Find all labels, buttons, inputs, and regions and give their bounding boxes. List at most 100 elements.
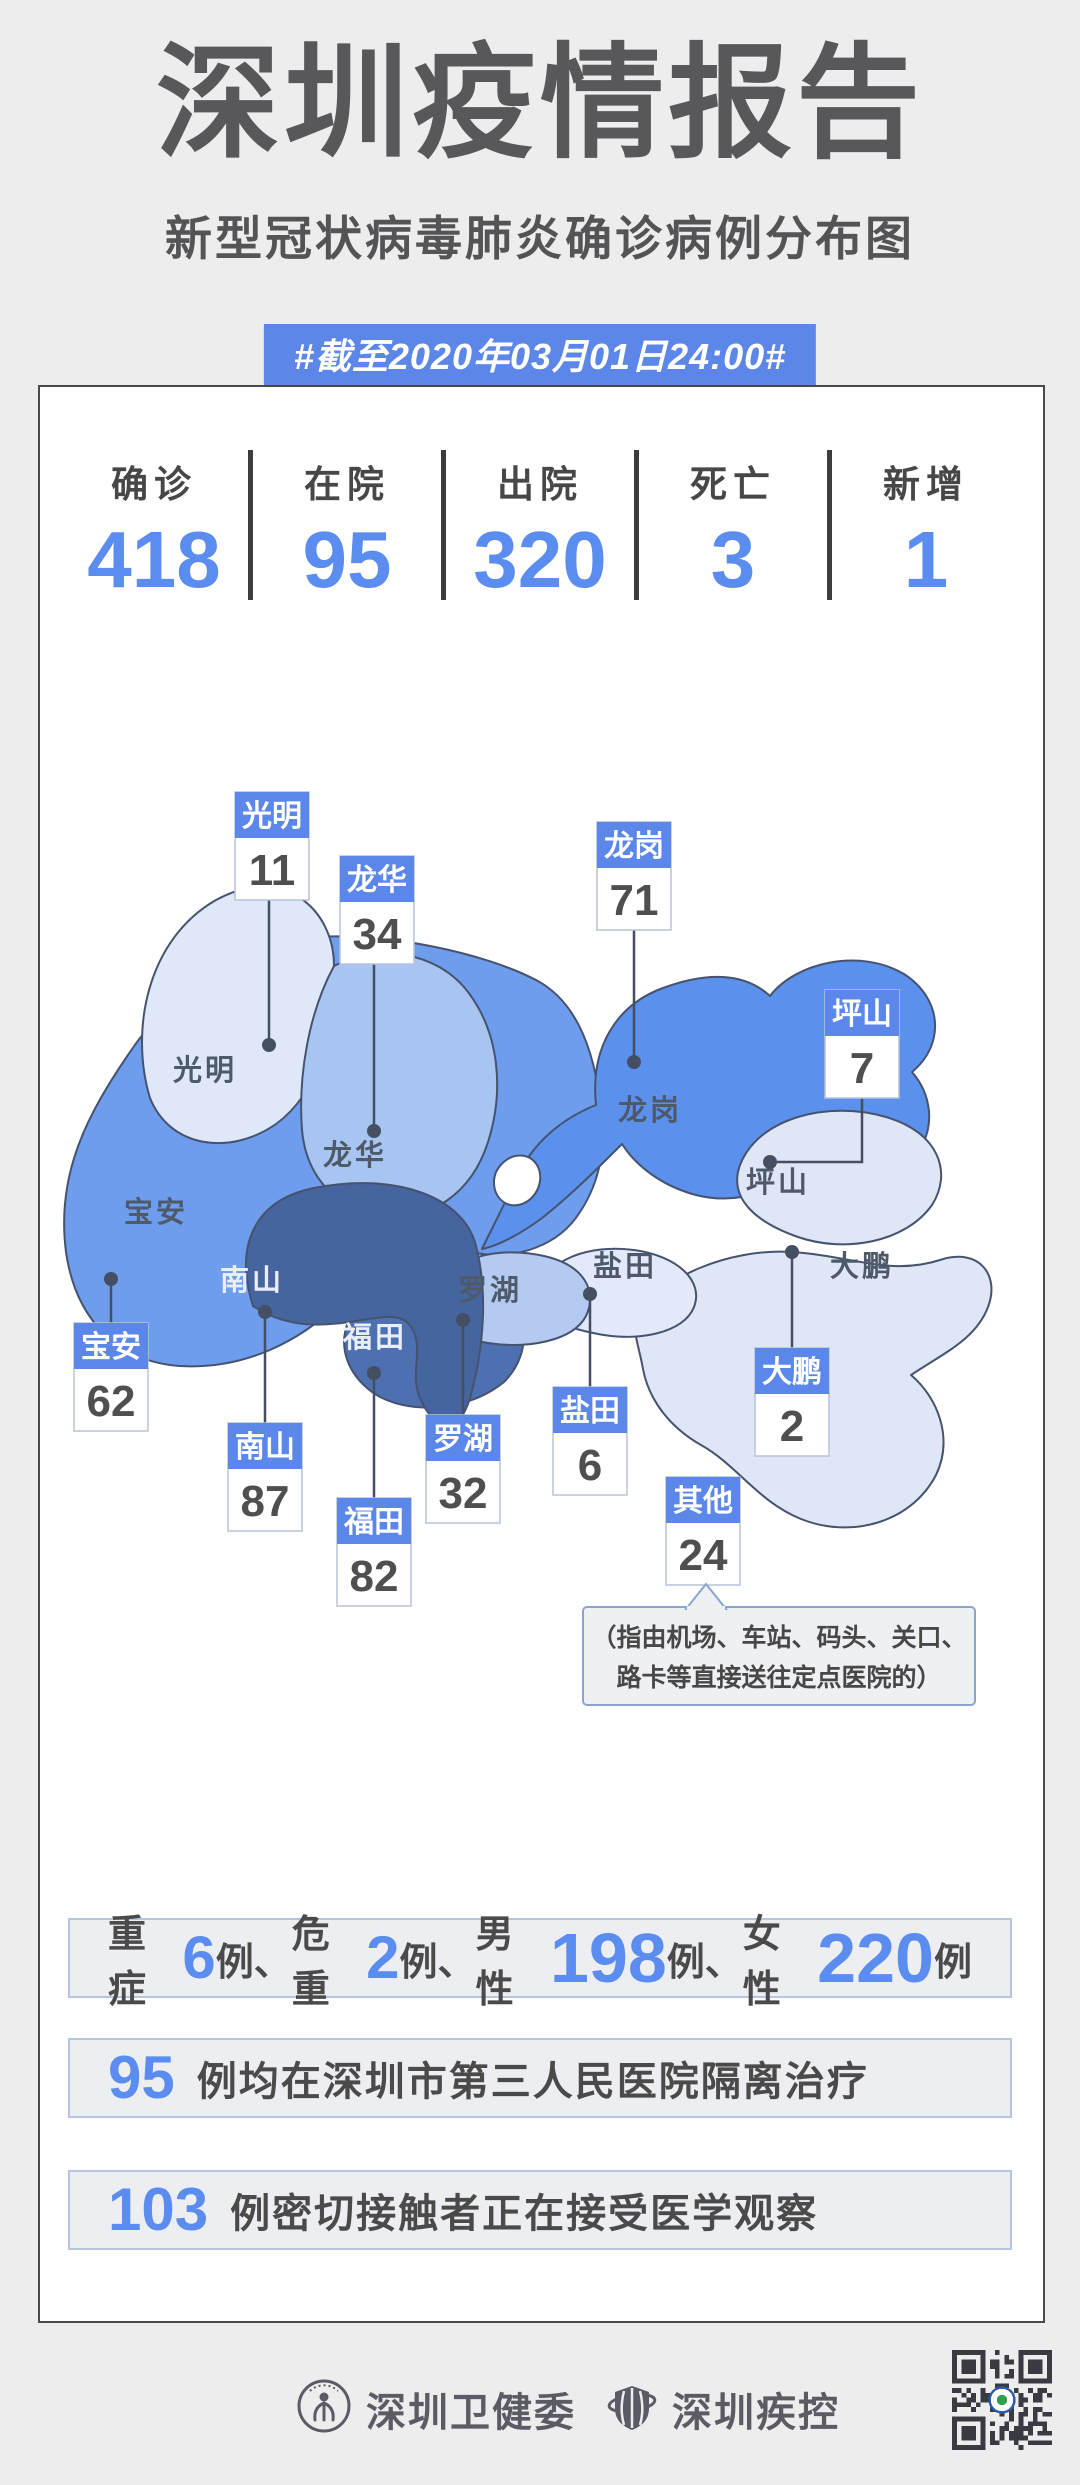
observation-text: 例密切接触者正在接受医学观察 xyxy=(230,2192,819,2236)
dot-baoan xyxy=(104,1272,118,1286)
stat-value: 3 xyxy=(710,515,756,604)
stat-value: 1 xyxy=(903,515,949,604)
dot-longhua xyxy=(367,1124,381,1138)
flag-value-futian: 82 xyxy=(350,1552,399,1601)
district-shape-pingshan xyxy=(736,1109,942,1246)
shield-globe-icon xyxy=(606,2381,658,2438)
stat-label: 确诊 xyxy=(111,464,197,505)
unit: 例 xyxy=(933,1941,972,1984)
seal-icon xyxy=(296,2378,352,2439)
flag-header xyxy=(553,1387,627,1433)
map-name-yantian: 盐田 xyxy=(593,1250,657,1283)
flag-value-nanshan: 87 xyxy=(241,1477,290,1526)
hospital-text: 例均在深圳市第三人民医院隔离治疗 xyxy=(196,2060,869,2104)
date-badge: #截至2020年03月01日24:00# xyxy=(263,324,817,387)
dot-nanshan xyxy=(258,1305,272,1319)
stat-value: 320 xyxy=(473,515,607,604)
flag-name-baoan: 宝安 xyxy=(81,1330,141,1364)
map-name-guangming: 光明 xyxy=(173,1054,237,1087)
severe-label: 重症 xyxy=(108,1914,147,2011)
map-name-longgang: 龙岗 xyxy=(618,1094,682,1127)
dot-luohu xyxy=(456,1313,470,1327)
map-name-dapeng: 大鹏 xyxy=(830,1250,894,1283)
flag-header xyxy=(666,1477,740,1523)
dot-pingshan xyxy=(763,1155,777,1169)
flag-name-futian: 福田 xyxy=(343,1506,404,1539)
female-value: 220 xyxy=(817,1919,934,1997)
stat-in-hospital: 在院 95 xyxy=(253,450,446,604)
critical-value: 2 xyxy=(366,1924,400,1991)
flag-header xyxy=(340,856,414,902)
district-shape-guangming xyxy=(141,886,335,1144)
other-note-bubble: （指由机场、车站、码头、关口、 路卡等直接送往定点医院的） xyxy=(582,1582,976,1706)
flag-value-dapeng: 2 xyxy=(780,1402,804,1451)
unit: 例、 xyxy=(215,1941,292,1984)
flag-name-luohu: 罗湖 xyxy=(433,1423,493,1456)
flag-name-yantian: 盐田 xyxy=(560,1395,620,1428)
summary-bar-severity-gender: 重症 6 例、 危重 2 例、 男性 198 例、 女性 220 例 xyxy=(68,1914,1012,2011)
female-label: 女性 xyxy=(742,1914,781,2011)
poster-title: 深圳疫情报告 xyxy=(155,35,924,173)
flag-value-other: 24 xyxy=(679,1531,728,1580)
flag-value-pingshan: 7 xyxy=(850,1044,874,1093)
flag-header xyxy=(597,822,671,868)
stat-value: 418 xyxy=(87,515,221,604)
org1-name: 深圳卫健委 xyxy=(366,2390,576,2435)
qr-code xyxy=(952,2350,1052,2450)
footer-org-cdc: 深圳疾控 xyxy=(606,2380,840,2438)
shenzhen-district-map: 光明 宝安 龙华 龙岗 南山 福田 罗湖 盐田 坪山 大鹏 xyxy=(63,791,993,1706)
flag-header xyxy=(337,1498,411,1544)
dot-longgang xyxy=(627,1055,641,1069)
observation-value: 103 xyxy=(108,2176,209,2243)
district-shape-nanshan xyxy=(245,1182,485,1427)
map-name-pingshan: 坪山 xyxy=(746,1166,810,1199)
flag-value-luohu: 32 xyxy=(439,1469,488,1518)
hospital-value: 95 xyxy=(108,2044,175,2111)
flag-header xyxy=(235,792,309,838)
stat-discharged: 出院 320 xyxy=(446,450,639,604)
flag-value-guangming: 11 xyxy=(249,846,296,895)
org2-name: 深圳疾控 xyxy=(672,2391,840,2435)
flag-name-longhua: 龙华 xyxy=(347,864,407,897)
note-line-2: 路卡等直接送往定点医院的） xyxy=(616,1663,941,1692)
unit: 例、 xyxy=(399,1941,476,1984)
stat-label: 出院 xyxy=(497,464,583,505)
flag-header xyxy=(426,1415,500,1461)
stat-new: 新增 1 xyxy=(832,450,1020,604)
flag-name-longgang: 龙岗 xyxy=(604,830,664,863)
flag-value-longhua: 34 xyxy=(353,910,402,959)
stat-value: 95 xyxy=(302,515,392,604)
flag-name-other: 其他 xyxy=(673,1485,733,1518)
pin-pingshan xyxy=(777,1098,864,1164)
stat-label: 在院 xyxy=(304,464,390,505)
flag-value-longgang: 71 xyxy=(610,876,659,925)
dot-futian xyxy=(367,1366,381,1380)
flag-name-dapeng: 大鹏 xyxy=(762,1356,822,1389)
flag-name-guangming: 光明 xyxy=(242,800,302,833)
flag-header xyxy=(74,1323,148,1369)
severe-value: 6 xyxy=(182,1924,216,1991)
footer-org-health-commission: 深圳卫健委 xyxy=(296,2378,576,2439)
dot-dapeng xyxy=(785,1245,799,1259)
stats-row: 确诊 418 在院 95 出院 320 死亡 3 新增 1 xyxy=(60,450,1020,604)
male-label: 男性 xyxy=(475,1914,514,2011)
flag-header xyxy=(825,990,899,1036)
flag-header xyxy=(755,1348,829,1394)
dot-guangming xyxy=(262,1038,276,1052)
poster-subtitle: 新型冠状病毒肺炎确诊病例分布图 xyxy=(165,212,915,265)
critical-label: 危重 xyxy=(291,1914,330,2011)
stat-confirmed: 确诊 418 xyxy=(60,450,253,604)
map-name-futian: 福田 xyxy=(342,1321,407,1354)
summary-bar-observation: 103 例密切接触者正在接受医学观察 xyxy=(68,2170,1012,2250)
map-name-nanshan: 南山 xyxy=(220,1264,284,1297)
flag-name-nanshan: 南山 xyxy=(235,1431,295,1464)
flag-header xyxy=(228,1423,302,1469)
unit: 例、 xyxy=(666,1941,743,1984)
stat-deaths: 死亡 3 xyxy=(639,450,832,604)
male-value: 198 xyxy=(549,1919,667,1997)
district-shape-longhua xyxy=(300,952,499,1218)
map-name-luohu: 罗湖 xyxy=(458,1274,522,1307)
flag-name-pingshan: 坪山 xyxy=(832,998,892,1031)
note-line-1: （指由机场、车站、码头、关口、 xyxy=(591,1623,966,1652)
